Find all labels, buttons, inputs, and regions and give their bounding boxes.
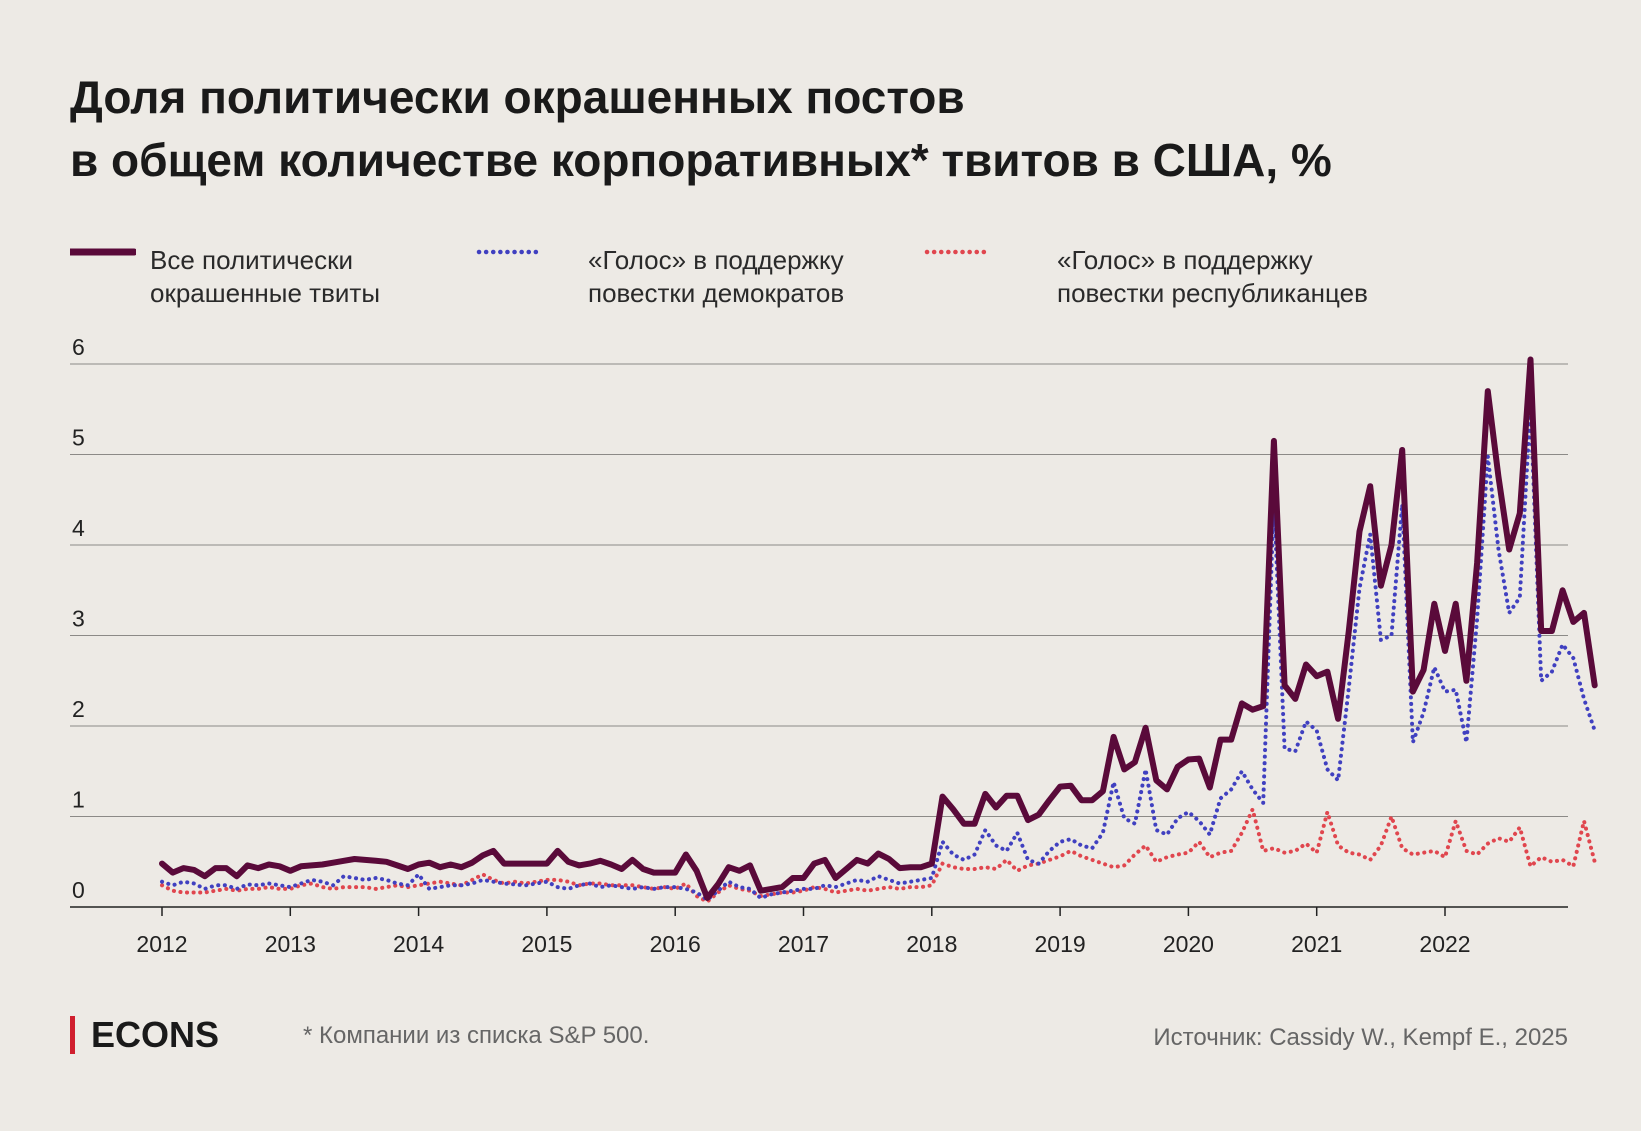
series-line-dem bbox=[160, 402, 1597, 902]
y-tick-label: 1 bbox=[72, 787, 85, 813]
x-tick-label: 2019 bbox=[1035, 931, 1086, 957]
y-tick-label: 2 bbox=[72, 696, 85, 722]
source-note: Источник: Cassidy W., Kempf E., 2025 bbox=[1153, 1024, 1568, 1051]
y-tick-label: 5 bbox=[72, 425, 85, 451]
legend-swatch-all bbox=[70, 248, 136, 256]
econs-logo: ECONS bbox=[70, 1016, 219, 1054]
x-tick-label: 2012 bbox=[136, 931, 187, 957]
x-tick-label: 2014 bbox=[393, 931, 444, 957]
series-lines bbox=[159, 356, 1598, 904]
y-tick-label: 6 bbox=[72, 334, 85, 360]
y-tick-label: 3 bbox=[72, 606, 85, 632]
x-axis-ticks: 2012 2013 2014 2015 2016 2017 2018 2019 2020 2021… bbox=[136, 907, 1471, 957]
x-tick-label: 2022 bbox=[1419, 931, 1470, 957]
x-tick-label: 2016 bbox=[650, 931, 701, 957]
x-tick-label: 2020 bbox=[1163, 931, 1214, 957]
legend-label-all: Все политически окрашенные твиты bbox=[150, 245, 381, 308]
series-line-all bbox=[159, 356, 1598, 901]
x-tick-label: 2015 bbox=[521, 931, 572, 957]
x-tick-label: 2017 bbox=[778, 931, 829, 957]
y-tick-label: 4 bbox=[72, 515, 85, 541]
x-tick-label: 2018 bbox=[906, 931, 957, 957]
chart-title-line2: в общем количестве корпоративных* твитов… bbox=[70, 134, 1332, 186]
footnote: * Компании из списка S&P 500. bbox=[303, 1022, 650, 1049]
legend-label-dem: «Голос» в поддержку повестки демократов bbox=[588, 245, 845, 308]
x-tick-label: 2013 bbox=[265, 931, 316, 957]
legend-label-rep: «Голос» в поддержку повестки республикан… bbox=[1057, 245, 1368, 308]
chart-title: Доля политически окрашенных постов в общ… bbox=[70, 66, 1570, 192]
y-tick-label: 0 bbox=[72, 877, 85, 903]
x-tick-label: 2021 bbox=[1291, 931, 1342, 957]
y-axis-ticks: 0 1 2 3 4 5 6 bbox=[72, 334, 85, 903]
chart-title-line1: Доля политически окрашенных постов bbox=[70, 71, 965, 123]
grid-lines bbox=[70, 363, 1568, 908]
